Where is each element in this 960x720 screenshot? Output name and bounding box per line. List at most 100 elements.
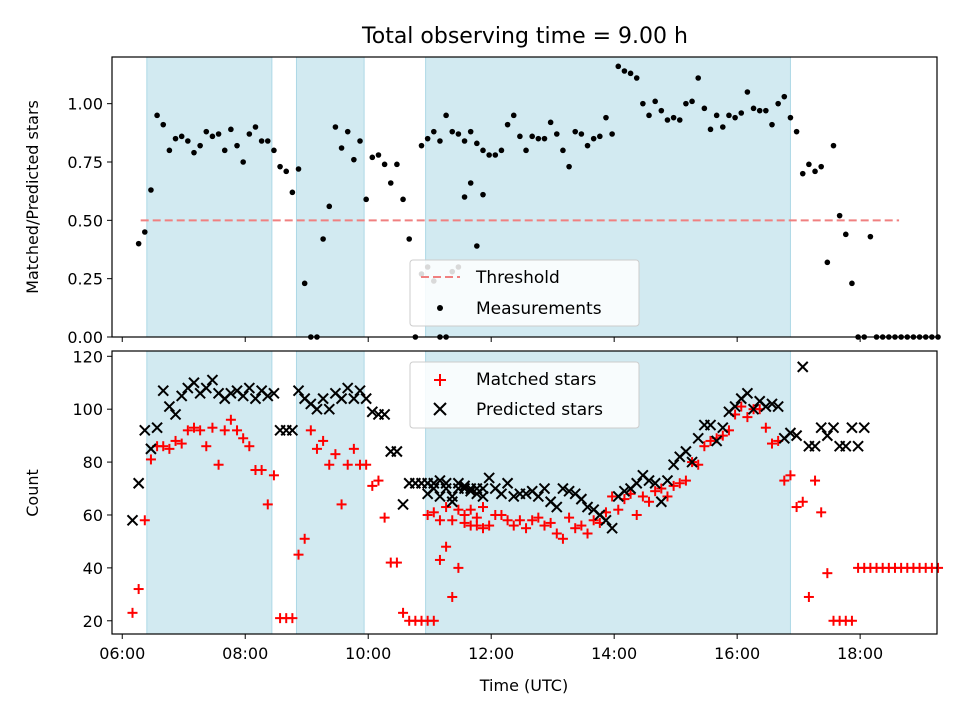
predicted-point-3-16 bbox=[520, 488, 532, 500]
matched-point-0-15 bbox=[219, 425, 230, 436]
measurement-point-96 bbox=[658, 107, 665, 114]
measurement-point-89 bbox=[615, 63, 622, 70]
matched-point-0-3 bbox=[145, 454, 156, 465]
matched-point-0-9 bbox=[182, 425, 193, 436]
top-y-tick-label-2: 0.50 bbox=[67, 211, 103, 230]
predicted-point-2-35 bbox=[342, 382, 354, 394]
measurement-point-92 bbox=[633, 75, 640, 81]
measurement-point-122 bbox=[818, 163, 824, 170]
matched-point-1-41 bbox=[674, 478, 685, 489]
matched-point-1-20 bbox=[545, 517, 556, 528]
measurement-point-123 bbox=[824, 259, 831, 266]
matched-point-0-8 bbox=[176, 438, 187, 449]
matched-point-1-3 bbox=[441, 502, 452, 513]
measurement-point-59 bbox=[431, 128, 437, 135]
predicted-point-3-32 bbox=[618, 485, 631, 497]
measurement-point-97 bbox=[664, 117, 671, 123]
matched-point-0-17 bbox=[232, 425, 243, 436]
bottom-shade-0 bbox=[146, 350, 273, 635]
measurement-point-118 bbox=[793, 128, 800, 135]
matched-point-0-1 bbox=[133, 584, 144, 595]
matched-point-1-34 bbox=[631, 509, 642, 520]
matched-point-1-35 bbox=[637, 491, 648, 502]
matched-point-1-19 bbox=[539, 520, 550, 531]
measurement-point-78 bbox=[547, 119, 554, 126]
predicted-point-3-14 bbox=[508, 490, 520, 503]
measurement-point-64 bbox=[461, 138, 468, 144]
measurement-point-105 bbox=[713, 112, 720, 119]
measurement-point-109 bbox=[738, 110, 745, 116]
matched-point-0-30 bbox=[311, 443, 322, 454]
matched-point-1-55 bbox=[760, 422, 771, 433]
x-axis-label: Time (UTC) bbox=[479, 676, 568, 695]
measurement-point-55 bbox=[474, 243, 480, 249]
measurement-point-112 bbox=[756, 107, 763, 114]
predicted-point-2-5 bbox=[157, 384, 169, 397]
matched-point-0-18 bbox=[238, 433, 249, 444]
measurement-point-33 bbox=[338, 145, 345, 151]
predicted-point-3-59 bbox=[784, 427, 797, 439]
measurement-point-82 bbox=[572, 128, 579, 135]
predicted-point-3-64 bbox=[815, 421, 827, 434]
top-y-ticks: 0.00 0.25 0.50 0.75 1.00 bbox=[67, 95, 112, 347]
matched-point-0-34 bbox=[336, 499, 347, 510]
matched-point-1-9 bbox=[477, 523, 488, 534]
predicted-point-3-8 bbox=[471, 482, 483, 495]
predicted-point-3-38 bbox=[655, 496, 668, 508]
matched-point-1-31 bbox=[613, 504, 624, 515]
predicted-point-2-26 bbox=[286, 424, 299, 437]
matched-point-1-51 bbox=[736, 401, 747, 412]
matched-point-0-2 bbox=[139, 515, 150, 526]
bottom-y-tick-label-5: 120 bbox=[72, 347, 103, 366]
matched-point-0-14 bbox=[213, 459, 224, 470]
bottom-legend-box bbox=[409, 361, 640, 429]
predicted-point-2-22 bbox=[262, 390, 274, 402]
matched-point-0-50 bbox=[434, 554, 445, 565]
measurement-point-18 bbox=[246, 131, 253, 137]
matched-point-0-44 bbox=[398, 607, 409, 618]
measurement-point-56 bbox=[480, 191, 486, 198]
measurement-point-107 bbox=[726, 112, 732, 119]
predicted-point-2-34 bbox=[335, 392, 348, 405]
matched-point-0-23 bbox=[268, 470, 279, 481]
predicted-point-3-9 bbox=[477, 490, 489, 503]
matched-point-0-11 bbox=[195, 425, 206, 436]
measurement-point-13 bbox=[215, 131, 222, 137]
predicted-point-3-44 bbox=[692, 432, 704, 444]
matched-point-1-38 bbox=[656, 483, 667, 494]
predicted-point-3-57 bbox=[772, 400, 784, 413]
measurement-point-113 bbox=[763, 107, 769, 114]
measurement-point-11 bbox=[203, 128, 210, 135]
measurement-point-7 bbox=[178, 133, 185, 140]
measurement-point-121 bbox=[812, 168, 818, 175]
predicted-point-2-19 bbox=[243, 382, 256, 394]
measurement-point-22 bbox=[271, 147, 277, 154]
matched-point-0-36 bbox=[348, 443, 359, 454]
measurement-point-4 bbox=[160, 121, 167, 128]
predicted-point-2-1 bbox=[132, 477, 145, 489]
measurement-point-54 bbox=[467, 180, 474, 186]
top-measurement-points bbox=[135, 63, 941, 340]
measurement-point-27 bbox=[301, 280, 308, 287]
predicted-point-3-37 bbox=[649, 477, 661, 489]
matched-point-1-48 bbox=[717, 430, 728, 441]
matched-point-1-26 bbox=[582, 528, 593, 539]
predicted-point-3-65 bbox=[821, 429, 834, 442]
matched-point-1-14 bbox=[508, 520, 519, 531]
bottom-y-tick-label-2: 60 bbox=[83, 506, 103, 525]
predicted-point-2-30 bbox=[311, 403, 323, 415]
matched-point-1-30 bbox=[607, 491, 618, 502]
matched-point-0-28 bbox=[299, 533, 310, 544]
predicted-point-2-0 bbox=[126, 514, 139, 526]
matched-legend-swatch bbox=[434, 374, 446, 386]
predicted-point-3-61 bbox=[797, 361, 809, 373]
measurements-legend-swatch bbox=[437, 305, 443, 311]
measurement-point-44 bbox=[406, 236, 413, 242]
matched-point-0-21 bbox=[256, 465, 267, 476]
predicted-point-2-36 bbox=[348, 392, 360, 405]
measurement-point-115 bbox=[775, 100, 781, 107]
measurement-point-31 bbox=[326, 203, 333, 210]
predicted-point-3-69 bbox=[846, 421, 858, 434]
measurement-point-40 bbox=[381, 161, 388, 168]
